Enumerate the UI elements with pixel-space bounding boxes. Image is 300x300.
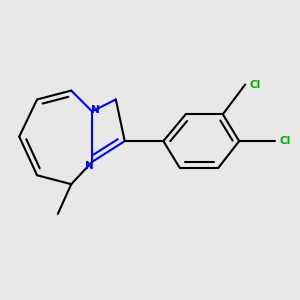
- Text: N: N: [91, 105, 100, 115]
- Text: N: N: [85, 161, 93, 171]
- Text: Cl: Cl: [279, 136, 290, 146]
- Text: Cl: Cl: [250, 80, 261, 90]
